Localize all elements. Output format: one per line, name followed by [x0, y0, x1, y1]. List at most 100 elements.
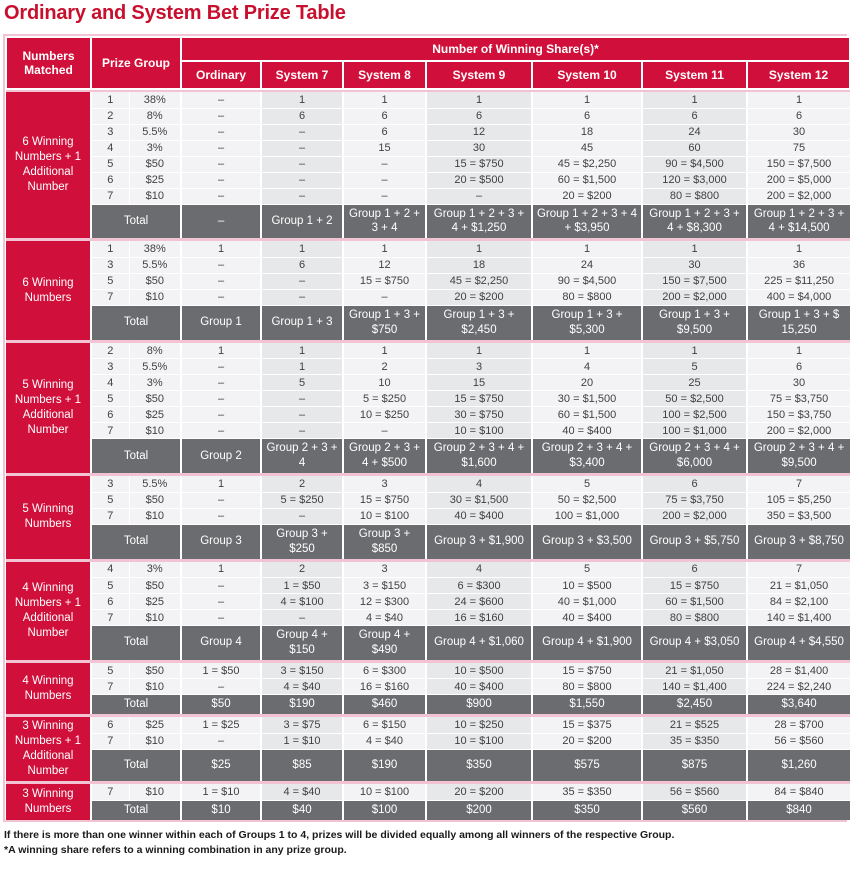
prize-group-number: 3	[91, 358, 129, 376]
total-value: $560	[641, 799, 748, 820]
share-value: 36	[746, 257, 850, 274]
prize-row: 2 8% –6 6 6 6 6 6	[6, 108, 850, 125]
numbers-matched-label: 3 Winning Numbers + 1 Additional Number	[6, 717, 92, 782]
share-value: 18	[531, 124, 643, 141]
share-value: 1	[746, 342, 850, 360]
share-value: 2	[342, 358, 427, 376]
share-value: 60 = $1,500	[531, 172, 643, 189]
share-value: 28 = $700	[746, 717, 850, 734]
share-value: 4 = $100	[260, 593, 344, 610]
share-value: –	[180, 124, 262, 141]
footnote-winning-share: *A winning share refers to a winning com…	[4, 844, 347, 857]
share-value: 200 = $5,000	[746, 172, 850, 189]
total-value: Group 4 + $1,900	[531, 624, 643, 660]
share-value: –	[260, 508, 344, 525]
share-value: 15	[425, 374, 533, 392]
share-value: 10 = $100	[342, 508, 427, 525]
share-value: 1	[342, 92, 427, 109]
total-value: $190	[260, 694, 344, 715]
total-value: $840	[746, 799, 850, 820]
total-value: $40	[260, 799, 344, 820]
total-row: Total $10 $40 $100 $200 $350 $560 $840	[6, 799, 850, 820]
total-value: Group 3 + $250	[260, 523, 344, 559]
prize-row: 3 5.5% –6 12 18 24 30 36	[6, 257, 850, 274]
share-value: 15 = $375	[531, 717, 643, 734]
prize-group-number: 1	[91, 241, 129, 258]
share-value: 6	[531, 108, 643, 125]
share-value: 1	[260, 358, 344, 376]
share-value: 15 = $750	[425, 156, 533, 173]
total-value: $2,450	[641, 694, 748, 715]
share-value: 1	[180, 342, 262, 360]
share-value: 6	[342, 124, 427, 141]
share-value: 50 = $2,500	[531, 492, 643, 509]
share-value: –	[342, 156, 427, 173]
share-value: 6	[425, 108, 533, 125]
system-columns-row: Ordinary System 7 System 8 System 9 System 1…	[6, 60, 850, 90]
share-value: 1 = $50	[260, 577, 344, 594]
share-value: 60	[641, 140, 748, 157]
share-value: –	[180, 140, 262, 157]
share-value: 18	[425, 257, 533, 274]
share-value: 200 = $2,000	[641, 508, 748, 525]
share-value: –	[180, 108, 262, 125]
total-value: $1,260	[746, 748, 850, 782]
share-value: 1 = $50	[180, 662, 262, 680]
prize-amount: 3%	[128, 561, 182, 578]
share-value: 7	[746, 561, 850, 578]
prize-group-number: 5	[91, 492, 129, 509]
share-value: 15 = $750	[641, 577, 748, 594]
prize-group-number: 3	[91, 476, 129, 493]
share-value: –	[425, 188, 533, 205]
prize-amount: 5.5%	[128, 476, 182, 493]
prize-amount: $10	[128, 609, 182, 626]
share-value: 6	[641, 476, 748, 493]
share-value: 1	[342, 241, 427, 258]
share-value: 12	[425, 124, 533, 141]
total-row: Total Group 2 Group 2 + 3 + 4 Group 2 + 3 +…	[6, 438, 850, 474]
numbers-matched-label: 5 Winning Numbers + 1 Additional Number	[6, 342, 92, 474]
prize-table-grid: Numbers Matched Prize Group Number of Wi…	[5, 36, 850, 820]
total-value: $575	[531, 748, 643, 782]
total-row: Total Group 4 Group 4 + $150 Group 4 + $490…	[6, 624, 850, 660]
total-value: Group 1 + 2 + 3 + 4 + $8,300	[641, 203, 748, 239]
share-value: 120 = $3,000	[641, 172, 748, 189]
share-value: –	[180, 289, 262, 306]
prize-table-body: 6 Winning Numbers + 1 Additional Number 1…	[6, 89, 850, 820]
prize-row: 4 Winning Numbers + 1 Additional Number 4…	[6, 561, 850, 660]
total-value: Group 1	[180, 304, 262, 340]
prize-amount: $10	[128, 678, 182, 696]
prize-amount: 8%	[128, 108, 182, 125]
prize-group-number: 7	[91, 508, 129, 525]
share-value: 20 = $200	[425, 784, 533, 801]
total-value: $350	[531, 799, 643, 820]
total-value: $50	[180, 694, 262, 715]
share-value: –	[180, 273, 262, 290]
share-value: 80 = $800	[531, 289, 643, 306]
total-value: Group 3 + $3,500	[531, 523, 643, 559]
prize-amount: 38%	[128, 241, 182, 258]
prize-group-number: 4	[91, 140, 129, 157]
share-value: 20 = $200	[425, 289, 533, 306]
share-value: 6	[746, 108, 850, 125]
share-value: 1 = $10	[260, 733, 344, 750]
total-label: Total	[91, 438, 182, 474]
share-value: 75 = $3,750	[641, 492, 748, 509]
share-value: 1	[180, 241, 262, 258]
prize-row: 7 $10–1 = $10 4 = $40 10 = $100 20 = $200 35 …	[6, 733, 850, 750]
share-value: –	[260, 124, 344, 141]
share-value: 90 = $4,500	[531, 273, 643, 290]
share-value: 6 = $300	[425, 577, 533, 594]
total-value: Group 2 + 3 + 4	[260, 438, 344, 474]
share-value: 100 = $1,000	[531, 508, 643, 525]
share-value: 12 = $300	[342, 593, 427, 610]
share-value: 1	[641, 92, 748, 109]
share-value: –	[180, 733, 262, 750]
prize-group-number: 2	[91, 108, 129, 125]
share-value: 5 = $250	[260, 492, 344, 509]
share-value: 140 = $1,400	[746, 609, 850, 626]
share-value: 56 = $560	[641, 784, 748, 801]
share-value: 30	[746, 124, 850, 141]
share-value: 140 = $1,400	[641, 678, 748, 696]
total-value: $25	[180, 748, 262, 782]
